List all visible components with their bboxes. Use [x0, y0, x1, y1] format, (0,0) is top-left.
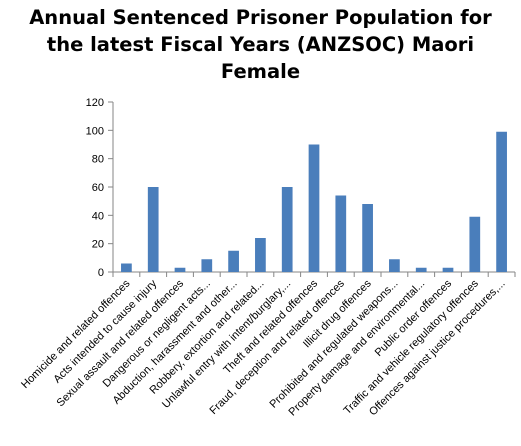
bar — [362, 204, 373, 272]
bar — [469, 216, 481, 272]
y-tick-label: 60 — [92, 182, 104, 194]
y-tick-label: 40 — [92, 210, 104, 222]
bar — [335, 195, 347, 272]
y-tick-label: 80 — [92, 154, 104, 166]
bar — [121, 263, 132, 272]
y-tick-label: 100 — [86, 125, 104, 137]
bar — [415, 267, 427, 272]
chart-title: Annual Sentenced Prisoner Population for… — [0, 4, 521, 85]
bar — [281, 187, 293, 272]
bar — [228, 250, 239, 272]
y-tick-label: 20 — [92, 239, 104, 251]
bar — [389, 259, 400, 272]
bar — [442, 267, 454, 272]
bar — [255, 238, 266, 272]
bar — [308, 144, 320, 272]
chart-title-line-1: Annual Sentenced Prisoner Population for — [29, 6, 492, 29]
bar — [147, 187, 159, 272]
chart-title-line-3: Female — [220, 60, 301, 83]
bar — [496, 131, 507, 272]
bar — [201, 259, 213, 272]
y-tick-label: 0 — [98, 267, 104, 279]
chart-title-line-2: the latest Fiscal Years (ANZSOC) Maori — [46, 33, 475, 56]
y-tick-label: 120 — [86, 97, 104, 109]
bar — [174, 267, 186, 272]
